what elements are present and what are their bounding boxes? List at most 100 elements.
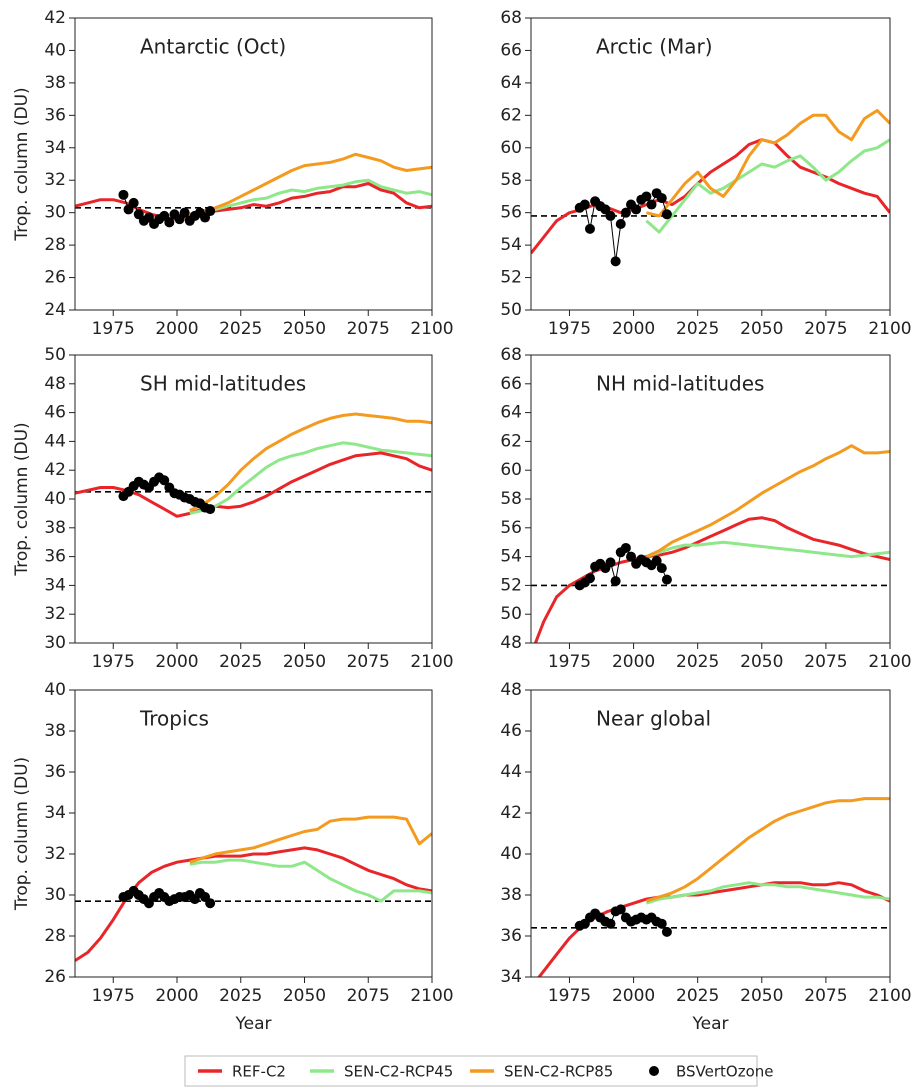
x-tick-label: 2100 [868, 319, 911, 339]
obs-point [179, 207, 190, 218]
y-tick-label: 52 [500, 575, 522, 595]
axes-frame [530, 689, 891, 978]
series-line [189, 152, 432, 216]
x-tick-label: 2050 [740, 986, 783, 1006]
y-tick-label: 44 [500, 762, 522, 782]
obs-point [615, 219, 626, 230]
legend-label: SEN-C2-RCP45 [344, 1063, 453, 1081]
panel-title: Tropics [139, 707, 209, 731]
x-tick-label: 1975 [548, 319, 591, 339]
x-tick-label: 2000 [155, 652, 198, 672]
y-tick-label: 28 [44, 235, 66, 255]
plot-area [531, 797, 890, 977]
series-line [75, 846, 432, 962]
x-tick-label: 2050 [740, 652, 783, 672]
x-tick-label: 2025 [676, 986, 719, 1006]
y-tick-label: 50 [500, 604, 522, 624]
x-tick-label: 2000 [612, 652, 655, 672]
y-tick-label: 54 [500, 547, 522, 567]
y-tick-label: 42 [500, 803, 522, 823]
obs-point [626, 551, 637, 562]
axes-frame [74, 354, 433, 644]
axes-frame [74, 689, 433, 978]
obs-point [159, 475, 170, 486]
y-tick-label: 34 [44, 575, 66, 595]
x-tick-label: 2100 [410, 319, 453, 339]
obs-point [631, 204, 642, 215]
obs-point [584, 223, 595, 234]
y-tick-label: 36 [44, 547, 66, 567]
x-tick-label: 2050 [283, 986, 326, 1006]
series-line [189, 441, 432, 515]
y-tick-label: 32 [44, 170, 66, 190]
obs-point [620, 207, 631, 218]
series-line [189, 178, 432, 218]
axes-frame [530, 354, 891, 644]
legend-label: SEN-C2-RCP85 [504, 1063, 613, 1081]
y-tick-label: 64 [500, 73, 522, 93]
y-tick-label: 64 [500, 403, 522, 423]
obs-point [615, 904, 626, 915]
series-line [537, 881, 890, 977]
x-tick-label: 2075 [804, 986, 847, 1006]
x-tick-label: 2050 [283, 319, 326, 339]
obs-point [610, 256, 621, 267]
series-line [645, 444, 890, 558]
y-tick-label: 62 [500, 105, 522, 125]
y-tick-label: 30 [44, 885, 66, 905]
series-line [646, 109, 890, 218]
x-tick-label: 2000 [155, 319, 198, 339]
x-tick-label: 2075 [347, 319, 390, 339]
obs-point [205, 206, 216, 217]
series-line [645, 138, 890, 234]
x-tick-label: 2075 [804, 319, 847, 339]
x-tick-label: 2075 [347, 652, 390, 672]
plot-area [531, 109, 890, 267]
legend-label: BSVertOzone [676, 1063, 774, 1081]
y-tick-label: 62 [500, 431, 522, 451]
y-tick-label: 34 [44, 138, 66, 158]
y-axis-label: Trop. column (DU) [12, 757, 32, 911]
x-tick-label: 2025 [219, 319, 262, 339]
x-axis-label: Year [235, 1014, 272, 1034]
y-tick-label: 26 [44, 967, 66, 987]
x-tick-label: 2025 [676, 319, 719, 339]
y-tick-label: 36 [44, 105, 66, 125]
x-tick-label: 1975 [92, 319, 135, 339]
panel-title: NH mid-latitudes [596, 372, 764, 396]
y-tick-label: 40 [500, 844, 522, 864]
x-tick-label: 2100 [868, 652, 911, 672]
obs-point [661, 926, 672, 937]
y-tick-label: 26 [44, 268, 66, 288]
y-tick-label: 48 [500, 633, 522, 653]
x-tick-label: 2000 [612, 319, 655, 339]
series-line [645, 540, 890, 559]
y-tick-label: 46 [500, 721, 522, 741]
panel-title: SH mid-latitudes [140, 372, 306, 396]
x-tick-label: 2100 [410, 986, 453, 1006]
y-tick-label: 38 [500, 885, 522, 905]
obs-point [610, 576, 621, 587]
y-tick-label: 34 [44, 803, 66, 823]
x-axis-label: Year [692, 1014, 729, 1034]
obs-point [584, 573, 595, 584]
series-line [189, 815, 432, 864]
y-tick-label: 48 [500, 680, 522, 700]
y-tick-label: 68 [500, 8, 522, 28]
obs-point [118, 189, 129, 200]
y-tick-label: 40 [44, 680, 66, 700]
obs-point [605, 210, 616, 221]
y-tick-label: 40 [44, 489, 66, 509]
x-tick-label: 2100 [410, 652, 453, 672]
y-tick-label: 66 [500, 374, 522, 394]
obs-point [656, 563, 667, 574]
panel-title: Antarctic (Oct) [140, 35, 286, 59]
y-tick-label: 34 [500, 967, 522, 987]
x-tick-label: 2075 [347, 986, 390, 1006]
series-line [531, 138, 890, 255]
y-tick-label: 36 [44, 762, 66, 782]
x-tick-label: 2075 [804, 652, 847, 672]
obs-point [579, 199, 590, 210]
obs-point [661, 574, 672, 585]
